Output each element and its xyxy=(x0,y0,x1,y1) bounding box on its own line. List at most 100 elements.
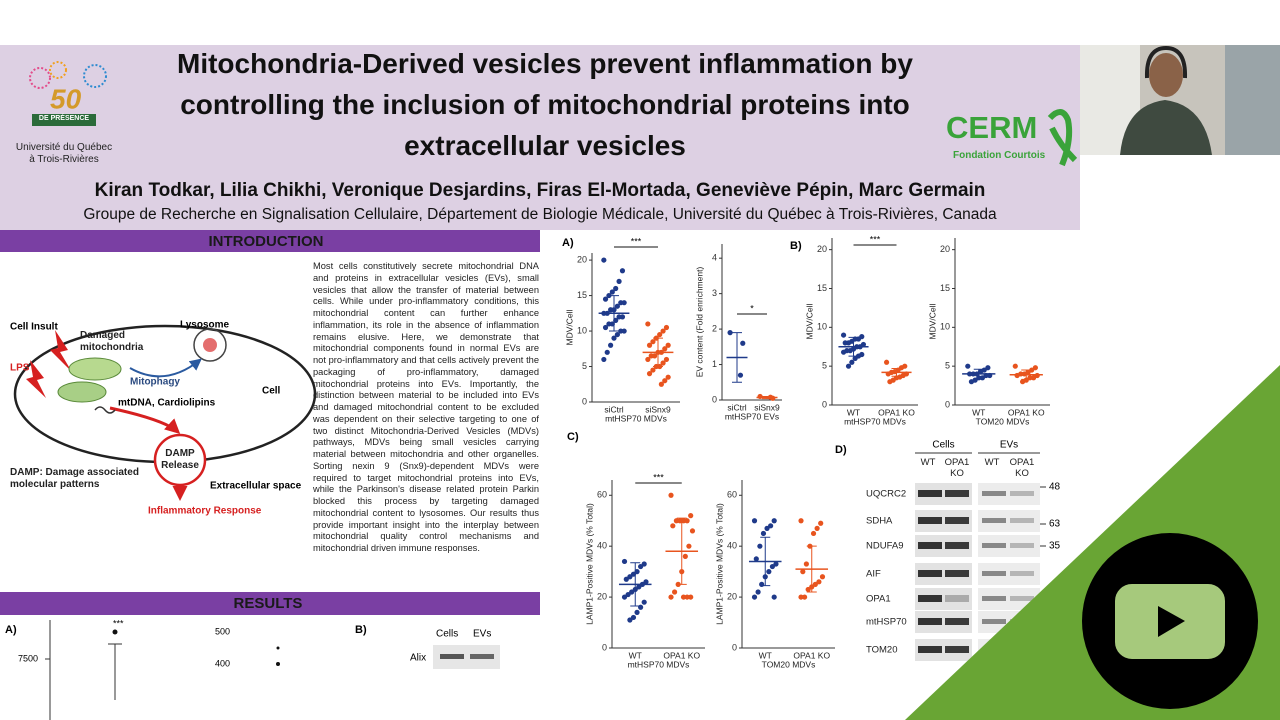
label: mtDNA, Cardiolipins xyxy=(118,398,216,409)
data-point xyxy=(840,332,847,338)
headset xyxy=(1144,45,1188,79)
protein-label: NDUFA9 xyxy=(866,541,903,552)
logo-text: Université du Québec xyxy=(15,142,113,153)
x-tick-label: siSnx9 xyxy=(754,402,780,412)
data-point xyxy=(814,525,820,531)
panel-label: A) xyxy=(5,624,17,636)
significance: *** xyxy=(113,618,124,628)
label: Mitophagy xyxy=(130,377,180,388)
band xyxy=(1010,571,1034,576)
y-tick-label: 0 xyxy=(582,396,587,406)
y-tick-label: 5 xyxy=(582,361,587,371)
partial-plots xyxy=(45,620,500,720)
data-point xyxy=(968,379,975,385)
x-axis-label: TOM20 MDVs xyxy=(976,416,1030,426)
data-point xyxy=(737,372,744,378)
band xyxy=(945,646,969,653)
data-point xyxy=(646,371,653,377)
x-axis-label: mtHSP70 MDVs xyxy=(844,416,906,426)
data-point xyxy=(650,339,656,345)
data-point xyxy=(798,594,804,600)
band xyxy=(945,618,969,625)
data-point xyxy=(760,530,767,537)
panel-label: C) xyxy=(567,431,579,443)
blot-strip xyxy=(915,535,972,557)
blot-strip xyxy=(915,611,972,633)
data-point xyxy=(618,300,624,306)
data-point xyxy=(618,328,624,334)
title-line: Mitochondria-Derived vesicles prevent in… xyxy=(177,48,913,79)
band xyxy=(945,542,969,549)
y-tick-label: 15 xyxy=(577,290,587,300)
play-icon xyxy=(1158,606,1185,637)
data-point xyxy=(657,331,663,338)
y-tick-label: 20 xyxy=(577,254,587,264)
data-point xyxy=(604,349,610,355)
results-bar xyxy=(0,592,540,615)
label: Lysosome xyxy=(180,320,230,331)
play-overlay[interactable] xyxy=(1082,533,1258,709)
data-point xyxy=(751,594,758,600)
data-point xyxy=(634,609,640,615)
x-tick-label: WT xyxy=(629,650,642,660)
header-band xyxy=(0,45,1080,230)
intro-bar xyxy=(0,230,540,252)
y-tick-label: 0 xyxy=(712,394,717,404)
data-point xyxy=(689,528,696,534)
blot-strip xyxy=(915,588,972,610)
band xyxy=(982,491,1006,496)
y-tick-label: 40 xyxy=(727,541,737,551)
webcam-face xyxy=(1149,53,1183,97)
x-tick-label: WT xyxy=(972,407,985,417)
y-tick-label: 20 xyxy=(817,244,827,254)
error-bar xyxy=(806,545,817,593)
data-point xyxy=(668,594,674,600)
protein-label: AIF xyxy=(866,569,881,580)
data-point xyxy=(688,594,694,600)
data-point xyxy=(665,342,671,348)
data-point xyxy=(1014,372,1020,379)
x-tick-label: OPA1 KO xyxy=(878,407,915,417)
band xyxy=(1010,596,1034,601)
significance: *** xyxy=(653,472,664,482)
label: Cell xyxy=(262,386,281,397)
uqtr-logo: 50 xyxy=(29,61,107,126)
marker-label: 48 xyxy=(1049,482,1061,493)
data-point xyxy=(616,314,622,320)
data-point xyxy=(805,586,811,593)
significance: * xyxy=(750,303,754,313)
y-tick-label: 0 xyxy=(732,642,737,652)
authors: Kiran Todkar, Lilia Chikhi, Veronique De… xyxy=(94,180,986,201)
tick-label: 500 xyxy=(215,626,230,636)
y-tick-label: 10 xyxy=(940,322,950,332)
band xyxy=(982,619,1006,624)
data-point xyxy=(614,303,620,309)
x-axis-label: mtHSP70 MDVs xyxy=(628,659,690,669)
y-tick-label: 60 xyxy=(727,490,737,500)
data-point xyxy=(641,599,647,605)
blot-strip xyxy=(915,510,972,532)
data-point xyxy=(665,374,671,380)
data-point xyxy=(1012,363,1018,369)
band xyxy=(918,490,942,497)
error-bar xyxy=(653,337,663,368)
data-point xyxy=(658,381,664,387)
label: Extracellular space xyxy=(210,481,302,492)
cell-diagram xyxy=(13,324,317,501)
data-point xyxy=(810,530,817,537)
data-point xyxy=(818,520,824,526)
x-tick-label: OPA1 KO xyxy=(663,650,700,660)
label: Cell Insult xyxy=(10,322,58,333)
error-bar xyxy=(609,295,619,332)
panel-label: A) xyxy=(562,237,574,249)
blot-strip xyxy=(915,563,972,585)
blot-strip xyxy=(978,563,1040,585)
y-tick-label: 10 xyxy=(817,322,827,332)
data-point xyxy=(627,617,633,623)
affiliation: Groupe de Recherche en Signalisation Cel… xyxy=(83,206,997,223)
data-point xyxy=(766,569,772,575)
y-tick-label: 1 xyxy=(712,359,717,369)
x-axis-label: mtHSP70 MDVs xyxy=(605,413,667,423)
data-point xyxy=(613,285,619,292)
